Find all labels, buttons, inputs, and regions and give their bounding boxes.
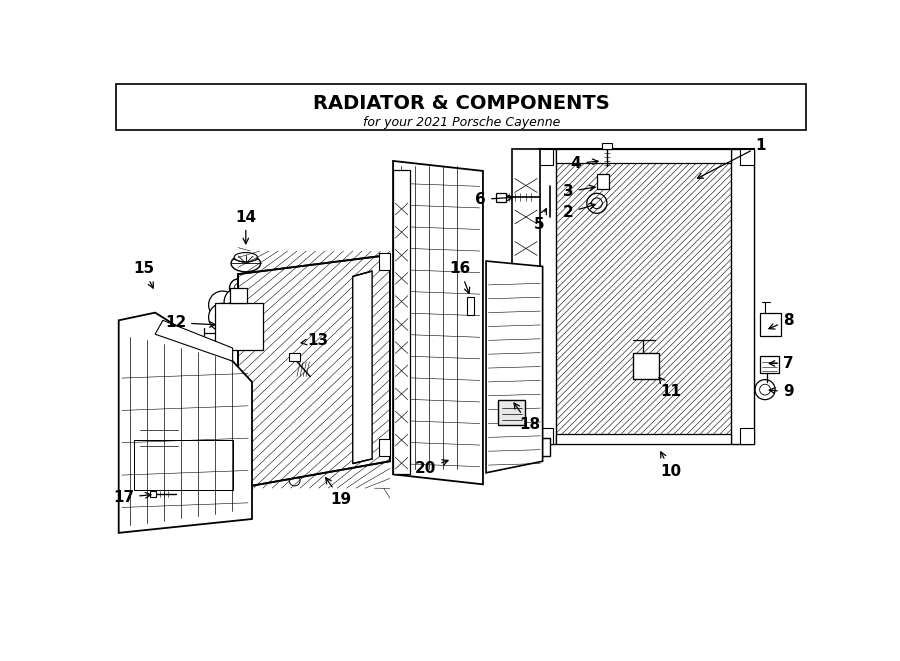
Bar <box>740 149 754 165</box>
Text: 16: 16 <box>449 262 471 293</box>
Text: 11: 11 <box>659 377 681 399</box>
Bar <box>539 149 556 444</box>
Bar <box>467 297 473 315</box>
Text: 18: 18 <box>514 403 540 432</box>
Polygon shape <box>289 354 300 361</box>
Bar <box>556 149 731 163</box>
Text: 10: 10 <box>660 452 681 479</box>
Polygon shape <box>119 313 252 533</box>
Bar <box>379 253 390 270</box>
Text: 20: 20 <box>415 460 448 477</box>
Text: 14: 14 <box>235 210 256 244</box>
Bar <box>740 428 754 444</box>
Text: 17: 17 <box>113 490 151 505</box>
Text: 13: 13 <box>302 333 328 348</box>
Polygon shape <box>353 271 372 463</box>
Polygon shape <box>499 400 525 425</box>
Polygon shape <box>486 261 543 473</box>
Bar <box>597 174 609 190</box>
Text: 5: 5 <box>534 209 546 232</box>
Bar <box>379 439 390 456</box>
Polygon shape <box>393 161 483 485</box>
Text: 3: 3 <box>563 184 595 199</box>
Circle shape <box>239 303 267 331</box>
Text: 6: 6 <box>475 192 513 207</box>
Ellipse shape <box>545 184 555 188</box>
Bar <box>134 440 233 490</box>
Bar <box>215 303 263 350</box>
Circle shape <box>239 291 267 319</box>
Text: 9: 9 <box>770 385 794 399</box>
Bar <box>134 440 233 490</box>
Circle shape <box>755 379 775 400</box>
Bar <box>230 288 248 303</box>
Circle shape <box>230 279 248 297</box>
Polygon shape <box>511 149 540 456</box>
Polygon shape <box>496 192 506 202</box>
Circle shape <box>209 291 237 319</box>
Ellipse shape <box>234 253 257 262</box>
Text: 7: 7 <box>770 356 794 371</box>
Bar <box>539 149 553 165</box>
Polygon shape <box>238 255 390 488</box>
Bar <box>393 170 410 475</box>
Bar <box>760 356 779 373</box>
Bar <box>602 143 612 149</box>
Ellipse shape <box>545 215 555 219</box>
Circle shape <box>224 300 252 328</box>
Polygon shape <box>155 321 232 361</box>
Text: 12: 12 <box>165 315 215 330</box>
Text: 8: 8 <box>769 313 794 329</box>
Bar <box>760 313 781 336</box>
Circle shape <box>587 193 607 214</box>
Polygon shape <box>511 438 551 456</box>
Circle shape <box>145 486 160 502</box>
Text: for your 2021 Porsche Cayenne: for your 2021 Porsche Cayenne <box>363 116 560 129</box>
Ellipse shape <box>231 255 260 272</box>
Text: 2: 2 <box>562 204 595 220</box>
Text: RADIATOR & COMPONENTS: RADIATOR & COMPONENTS <box>313 94 609 112</box>
Polygon shape <box>634 354 659 379</box>
Circle shape <box>224 288 252 316</box>
Text: 15: 15 <box>133 262 154 288</box>
Bar <box>556 434 731 444</box>
Circle shape <box>209 303 237 331</box>
Text: 19: 19 <box>326 478 352 507</box>
Text: 4: 4 <box>571 156 598 171</box>
Text: 1: 1 <box>698 138 766 178</box>
Circle shape <box>219 317 242 340</box>
Circle shape <box>467 294 473 300</box>
Bar <box>539 428 553 444</box>
Bar <box>731 149 754 444</box>
Circle shape <box>234 317 257 340</box>
Polygon shape <box>149 491 156 498</box>
